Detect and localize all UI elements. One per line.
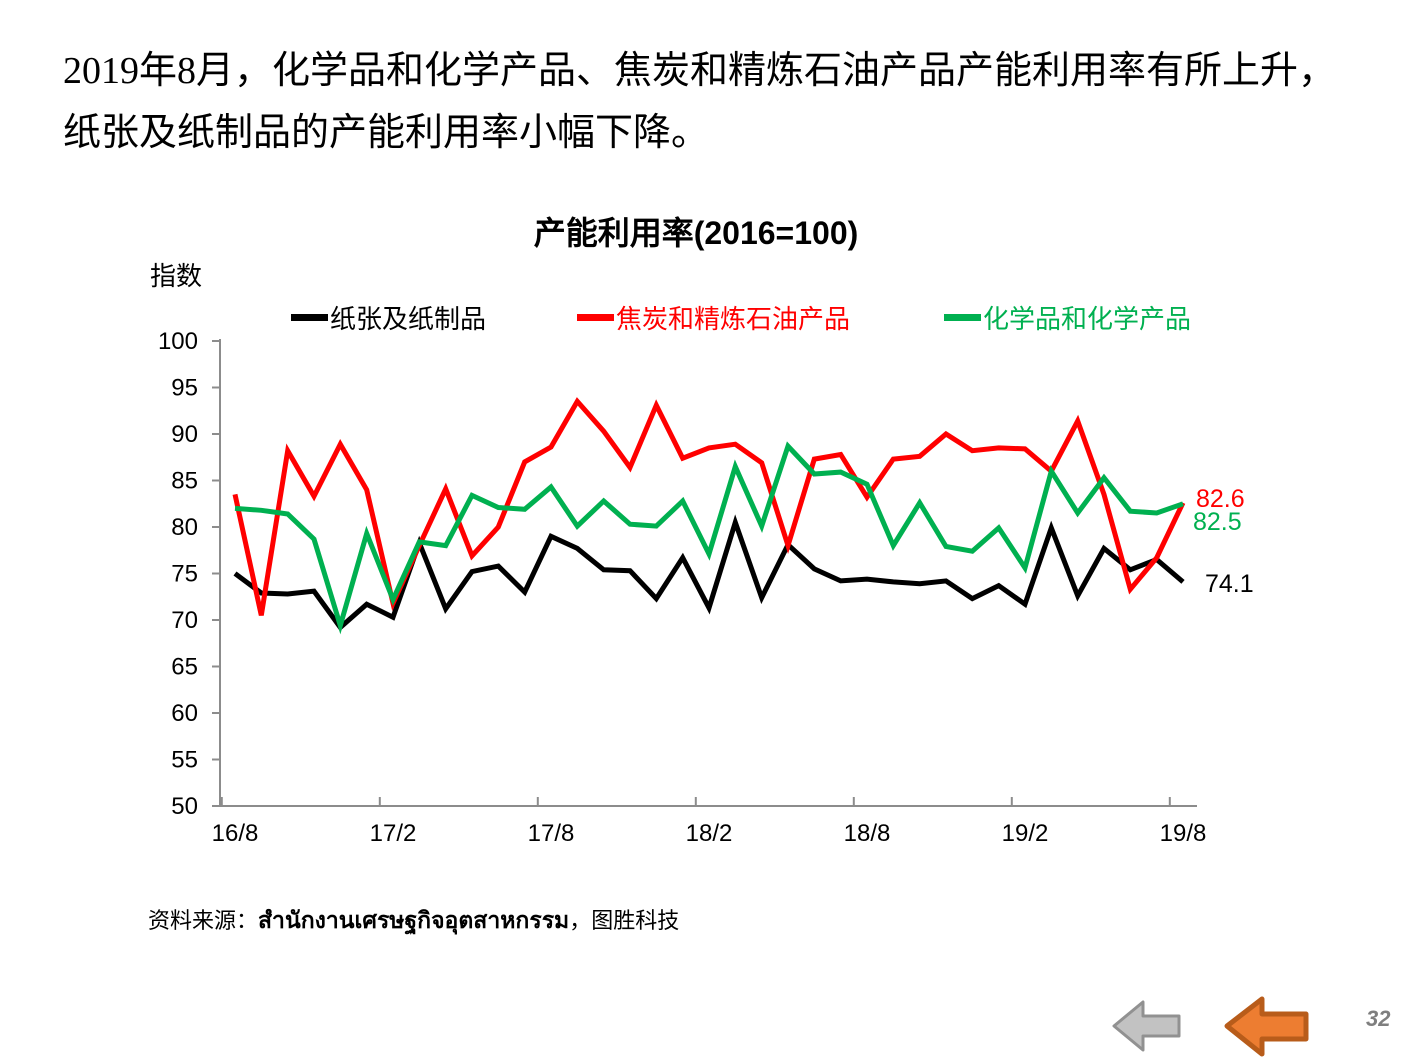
y-tick-label: 75 — [171, 561, 198, 588]
legend-label-chemicals: 化学品和化学产品 — [983, 303, 1192, 334]
x-tick-label: 19/2 — [1002, 820, 1049, 847]
legend-swatch-chemicals — [944, 313, 981, 321]
page-number: 32 — [1366, 1006, 1391, 1031]
x-tick-label: 19/8 — [1160, 820, 1207, 847]
series-line-0 — [233, 514, 1185, 632]
legend-swatch-paper — [291, 313, 328, 321]
y-tick-label: 95 — [171, 375, 198, 402]
source-thai-institution: สำนักงานเศรษฐกิจอุตสาหกรรม — [258, 907, 570, 933]
end-value-label-2: 74.1 — [1205, 570, 1254, 598]
y-tick-label: 60 — [171, 700, 198, 727]
legend-swatch-coke-petroleum — [577, 313, 614, 321]
back-arrow-orange-button[interactable] — [1223, 995, 1311, 1059]
x-tick-label: 18/2 — [686, 820, 733, 847]
source-note: 资料来源：สำนักงานเศรษฐกิจอุตสาหกรรม，图胜科技 — [148, 903, 679, 939]
y-tick-label: 55 — [171, 747, 198, 774]
y-axis-unit-label: 指数 — [150, 261, 203, 291]
legend-item-chemicals: 化学品和化学产品 — [944, 302, 1191, 334]
legend-item-paper: 纸张及纸制品 — [291, 302, 486, 334]
y-tick-label: 50 — [171, 793, 198, 820]
x-tick-label: 17/8 — [528, 820, 575, 847]
x-tick-label: 18/8 — [844, 820, 891, 847]
end-value-label-0: 82.6 — [1196, 485, 1245, 513]
chart-title: 产能利用率(2016=100) — [533, 215, 859, 251]
y-tick-label: 100 — [158, 328, 198, 355]
back-arrow-gray-button[interactable] — [1111, 999, 1183, 1054]
legend-item-coke-petroleum: 焦炭和精炼石油产品 — [577, 302, 850, 334]
left-arrow-icon — [1112, 1000, 1181, 1052]
y-tick-label: 65 — [171, 654, 198, 681]
slide-heading: 2019年8月，化学品和化学产品、焦炭和精炼石油产品产能利用率有所上升， 纸张及… — [63, 40, 1393, 164]
y-tick-label: 85 — [171, 468, 198, 495]
slide-heading-line2: 纸张及纸制品的产能利用率小幅下降。 — [63, 112, 710, 154]
source-suffix: ，图胜科技 — [569, 908, 680, 933]
legend-label-coke-petroleum: 焦炭和精炼石油产品 — [616, 303, 851, 334]
y-tick-label: 70 — [171, 607, 198, 634]
slide-heading-line1: 2019年8月，化学品和化学产品、焦炭和精炼石油产品产能利用率有所上升， — [63, 50, 1337, 92]
x-tick-label: 17/2 — [370, 820, 417, 847]
x-tick-label: 16/8 — [212, 820, 259, 847]
source-prefix: 资料来源： — [148, 908, 259, 933]
end-value-label-1: 82.5 — [1193, 508, 1242, 536]
left-arrow-icon — [1224, 996, 1309, 1057]
series-line-2 — [234, 441, 1184, 635]
legend-label-paper: 纸张及纸制品 — [330, 303, 487, 334]
y-tick-label: 90 — [171, 421, 198, 448]
y-tick-label: 80 — [171, 514, 198, 541]
